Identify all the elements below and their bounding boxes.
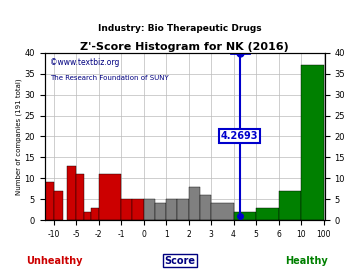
- Text: Unhealthy: Unhealthy: [26, 256, 82, 266]
- Bar: [256, 208, 279, 220]
- Title: Z'-Score Histogram for NK (2016): Z'-Score Histogram for NK (2016): [80, 42, 289, 52]
- Bar: [200, 195, 211, 220]
- Bar: [279, 191, 301, 220]
- Bar: [189, 187, 200, 220]
- Bar: [54, 191, 63, 220]
- Bar: [234, 212, 256, 220]
- Bar: [76, 174, 84, 220]
- Text: ©www.textbiz.org: ©www.textbiz.org: [50, 58, 120, 67]
- Bar: [84, 212, 91, 220]
- Text: The Research Foundation of SUNY: The Research Foundation of SUNY: [50, 75, 169, 80]
- Bar: [67, 166, 76, 220]
- Bar: [132, 199, 144, 220]
- Bar: [99, 174, 121, 220]
- Text: Industry: Bio Therapeutic Drugs: Industry: Bio Therapeutic Drugs: [98, 24, 262, 33]
- Text: Score: Score: [165, 256, 195, 266]
- Bar: [177, 199, 189, 220]
- Bar: [166, 199, 177, 220]
- Bar: [121, 199, 132, 220]
- Y-axis label: Number of companies (191 total): Number of companies (191 total): [15, 78, 22, 195]
- Text: Healthy: Healthy: [285, 256, 327, 266]
- Bar: [301, 65, 324, 220]
- Bar: [144, 199, 155, 220]
- Bar: [211, 203, 234, 220]
- Bar: [45, 183, 54, 220]
- Bar: [91, 208, 99, 220]
- Bar: [155, 203, 166, 220]
- Text: 4.2693: 4.2693: [221, 131, 258, 141]
